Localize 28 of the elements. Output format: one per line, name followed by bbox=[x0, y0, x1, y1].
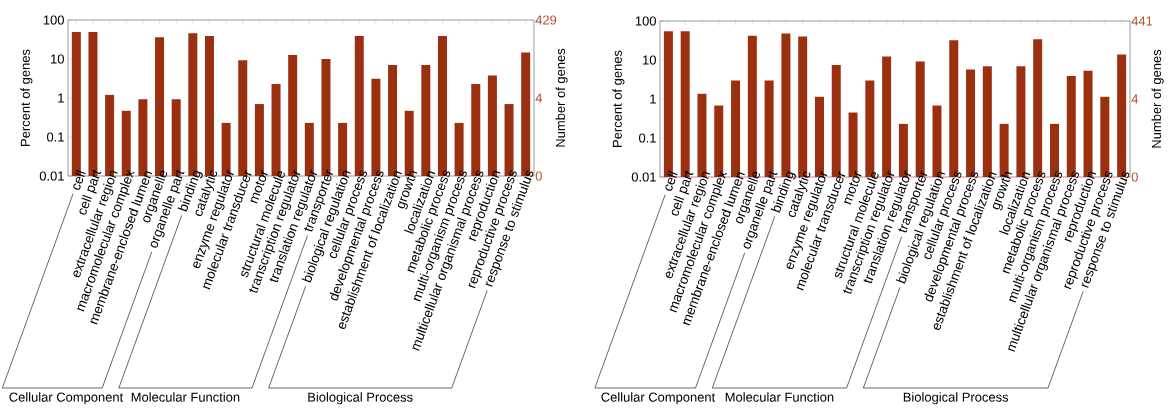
y-tick-label: 10 bbox=[51, 54, 64, 64]
y-tick-label: 0.01 bbox=[631, 172, 656, 182]
y-tick-label: 0.1 bbox=[46, 132, 64, 142]
x-tick-label: cell bbox=[665, 170, 678, 191]
y2-axis-title: Number of genes bbox=[555, 48, 568, 147]
y-tick-label: 10 bbox=[643, 55, 656, 65]
y-axis-title: Percent of genes bbox=[20, 49, 33, 146]
y-tick-label: 1 bbox=[650, 94, 656, 104]
y2-axis-title: Number of genes bbox=[1151, 49, 1164, 148]
text: 441 bbox=[1131, 16, 1153, 26]
text: 0 bbox=[1131, 172, 1138, 182]
y-tick-label: 100 bbox=[43, 15, 64, 25]
y-axis-title: Percent of genes bbox=[612, 50, 625, 147]
text: 0 bbox=[535, 171, 542, 181]
text: Biological Process bbox=[308, 392, 413, 405]
y-tick-label: 1 bbox=[58, 93, 64, 103]
text: 4 bbox=[1131, 94, 1139, 104]
text: 429 bbox=[535, 15, 557, 25]
text: Biological Process bbox=[903, 392, 1009, 405]
x-tick-label: cell bbox=[73, 169, 86, 190]
y-tick-label: 100 bbox=[635, 16, 656, 26]
y-tick-label: 0.01 bbox=[39, 171, 64, 181]
text: Molecular Function bbox=[725, 392, 834, 402]
y-tick-label: 0.1 bbox=[638, 133, 656, 143]
text: 4 bbox=[535, 93, 543, 103]
text: Cellular Component bbox=[9, 392, 124, 405]
text: Molecular Function bbox=[131, 392, 240, 402]
text: Cellular Component bbox=[601, 392, 716, 405]
